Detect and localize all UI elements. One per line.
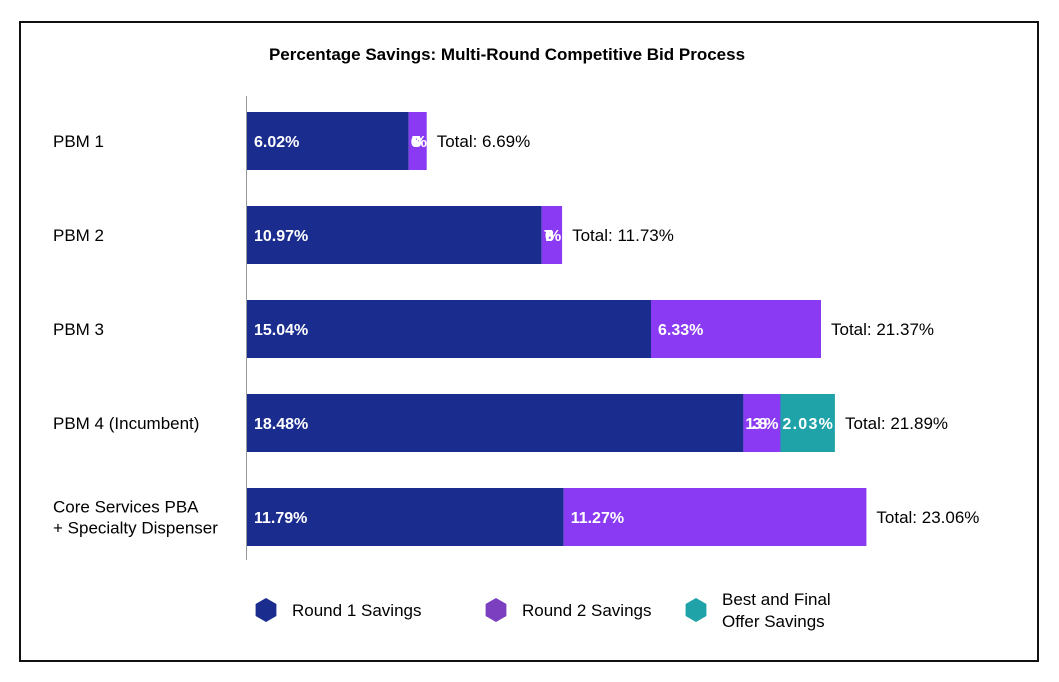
legend-label: Best and Final Offer Savings — [722, 590, 831, 631]
bar-segment — [247, 488, 564, 546]
category-label-line: Core Services PBA — [53, 498, 199, 517]
bar-value-label: 2.03% — [782, 416, 833, 433]
bar-segment — [780, 394, 835, 452]
bar-value-label: 10.97% — [254, 228, 308, 245]
category-label: PBM 2 — [53, 226, 104, 245]
bar-value-label: 11.27% — [571, 510, 624, 527]
chart-title: Percentage Savings: Multi-Round Competit… — [269, 45, 745, 64]
category-label-line: PBM 3 — [53, 320, 104, 339]
bar-segment — [743, 394, 781, 452]
bar-value-label: 15.04% — [254, 322, 308, 339]
legend-label-line: Round 2 Savings — [522, 601, 651, 620]
legend-label-line: Best and Final — [722, 590, 831, 609]
bar-segment — [247, 112, 409, 170]
bar-segment — [408, 112, 427, 170]
category-label: PBM 3 — [53, 320, 104, 339]
bar-value-label: 11.79% — [254, 510, 307, 527]
bar-segment — [247, 206, 542, 264]
category-label-line: PBM 2 — [53, 226, 104, 245]
legend-label-line: Offer Savings — [722, 612, 825, 631]
category-label-line: PBM 1 — [53, 132, 104, 151]
category-label: Core Services PBA + Specialty Dispenser — [53, 498, 218, 538]
legend-label: Round 2 Savings — [522, 601, 651, 620]
bar-value-label: 0.67% — [411, 134, 427, 151]
legend-marker-hexagon — [255, 598, 277, 622]
category-label-line: PBM 4 (Incumbent) — [53, 414, 199, 433]
category-label: PBM 1 — [53, 132, 104, 151]
bar-value-label: 6.33% — [658, 322, 703, 339]
bar-segment — [247, 394, 744, 452]
bar-total-label: Total: 11.73% — [572, 226, 674, 245]
legend-marker-hexagon — [685, 598, 707, 622]
bar-segment — [563, 488, 867, 546]
legend: Round 1 Savings Round 2 Savings Best and F… — [255, 590, 831, 631]
bar-segment — [541, 206, 563, 264]
bar-segment — [247, 300, 651, 358]
bar-total-label: Total: 23.06% — [876, 508, 979, 527]
bar-value-label: 18.48% — [254, 416, 308, 433]
legend-marker-hexagon — [485, 598, 507, 622]
legend-label-line: Round 1 Savings — [292, 601, 421, 620]
bar-total-label: Total: 21.37% — [831, 320, 934, 339]
bar-value-label: 1.38% — [745, 416, 778, 433]
bars-group: PBM 1 6.02% 0.67% Total: 6.69% PBM 2 10.97% 0.… — [53, 112, 979, 546]
category-label-line: + Specialty Dispenser — [53, 519, 218, 538]
bar-value-label: 0.76% — [544, 228, 562, 245]
legend-label: Round 1 Savings — [292, 601, 421, 620]
bar-total-label: Total: 21.89% — [845, 414, 948, 433]
bar-value-label: 6.02% — [254, 134, 299, 151]
category-label: PBM 4 (Incumbent) — [53, 414, 199, 433]
bar-segment — [651, 300, 821, 358]
bar-total-label: Total: 6.69% — [437, 132, 531, 151]
